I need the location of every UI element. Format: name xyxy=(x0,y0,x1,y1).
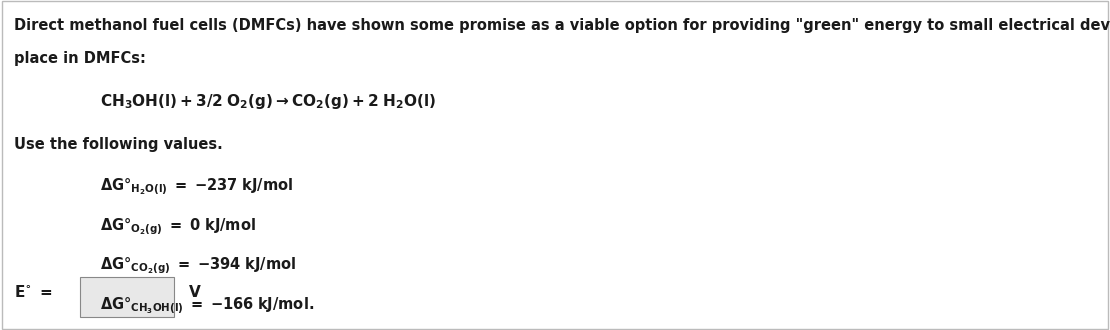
Text: Direct methanol fuel cells (DMFCs) have shown some promise as a viable option fo: Direct methanol fuel cells (DMFCs) have … xyxy=(14,18,1110,33)
Text: $\mathbf{E^{\circ}\ =}$: $\mathbf{E^{\circ}\ =}$ xyxy=(14,284,53,300)
Text: Use the following values.: Use the following values. xyxy=(14,137,223,152)
FancyBboxPatch shape xyxy=(80,277,174,317)
Text: $\mathbf{CH_3OH(l) + 3/2\ O_2(g) \rightarrow CO_2(g) + 2\ H_2O(l)}$: $\mathbf{CH_3OH(l) + 3/2\ O_2(g) \righta… xyxy=(100,92,436,112)
Text: $\mathbf{\Delta G°_{O_2(g)}\ =\ 0\ kJ/mol}$: $\mathbf{\Delta G°_{O_2(g)}\ =\ 0\ kJ/mo… xyxy=(100,216,256,237)
Text: $\mathbf{\Delta G°_{CO_2(g)}\ =\ {-394}\ kJ/mol}$: $\mathbf{\Delta G°_{CO_2(g)}\ =\ {-394}\… xyxy=(100,256,296,276)
Text: $\mathbf{\Delta G°_{CH_3OH(l)}\ =\ {-166}\ kJ/mol.}$: $\mathbf{\Delta G°_{CH_3OH(l)}\ =\ {-166… xyxy=(100,295,314,316)
Text: $\mathbf{\Delta G°_{H_2O(l)}\ =\ {-237}\ kJ/mol}$: $\mathbf{\Delta G°_{H_2O(l)}\ =\ {-237}\… xyxy=(100,177,293,197)
Text: place in DMFCs:: place in DMFCs: xyxy=(14,51,147,66)
Text: $\mathbf{V}$: $\mathbf{V}$ xyxy=(188,284,201,300)
